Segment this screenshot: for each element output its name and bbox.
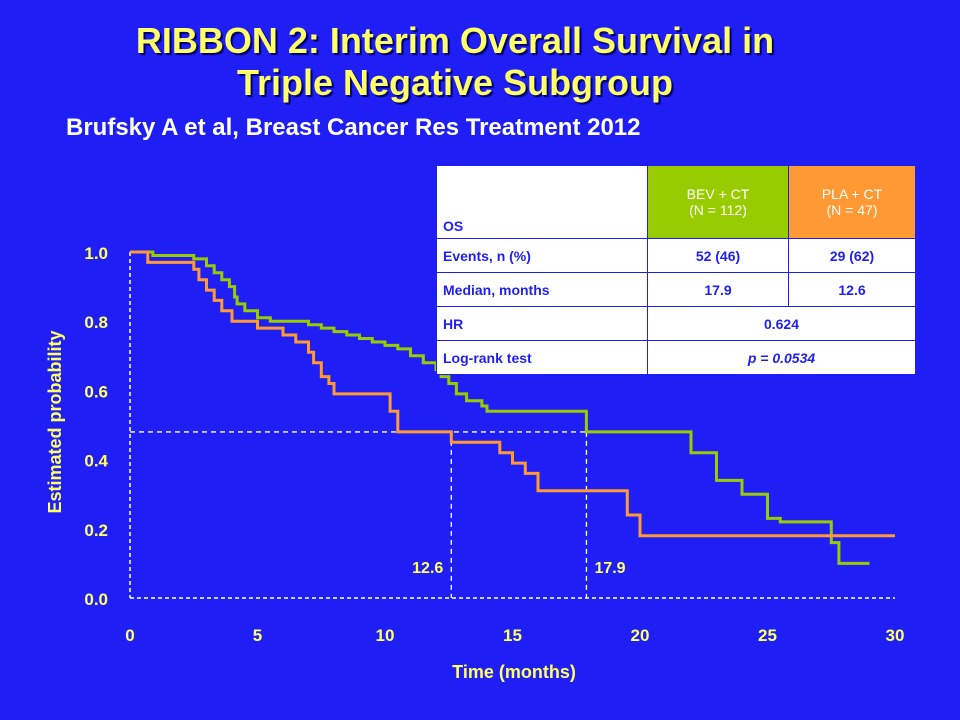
header-pla-name: PLA + CT xyxy=(821,186,883,202)
row-bev-value: 52 (46) xyxy=(647,238,789,273)
row-merged-value: 0.624 xyxy=(647,306,916,341)
table-header-row: OS BEV + CT (N = 112) PLA + CT (N = 47) xyxy=(436,165,916,239)
row-label: HR xyxy=(436,306,648,341)
y-tick-label: 0.0 xyxy=(84,590,108,609)
row-merged-value: p = 0.0534 xyxy=(647,340,916,375)
row-pla-value: 12.6 xyxy=(788,272,916,307)
table-row: HR 0.624 xyxy=(436,306,916,341)
header-pla-n: (N = 47) xyxy=(826,202,878,218)
y-tick-label: 0.6 xyxy=(84,382,108,401)
median-label: 12.6 xyxy=(412,560,443,577)
survival-curve-bev xyxy=(130,250,870,565)
header-os: OS xyxy=(436,165,648,239)
slide-title: RIBBON 2: Interim Overall Survival in Tr… xyxy=(0,20,910,104)
x-tick-label: 25 xyxy=(758,626,777,645)
row-bev-value: 17.9 xyxy=(647,272,789,307)
y-axis-title: Estimated probability xyxy=(45,330,65,513)
x-tick-label: 20 xyxy=(631,626,650,645)
table-row: Events, n (%) 52 (46) 29 (62) xyxy=(436,238,916,273)
slide-title-line2: Triple Negative Subgroup xyxy=(236,62,674,103)
y-tick-label: 0.4 xyxy=(84,452,108,471)
slide-subtitle: Brufsky A et al, Breast Cancer Res Treat… xyxy=(66,114,641,141)
row-label: Median, months xyxy=(436,272,648,307)
y-tick-label: 0.8 xyxy=(84,313,108,332)
x-tick-label: 5 xyxy=(253,626,262,645)
median-label: 17.9 xyxy=(594,560,625,577)
y-tick-label: 0.2 xyxy=(84,521,108,540)
row-pla-value: 29 (62) xyxy=(788,238,916,273)
header-bev-name: BEV + CT xyxy=(686,186,750,202)
table-row: Log-rank test p = 0.0534 xyxy=(436,340,916,375)
slide-title-line1: RIBBON 2: Interim Overall Survival in xyxy=(135,20,775,61)
x-axis-title: Time (months) xyxy=(452,662,576,682)
header-bev: BEV + CT (N = 112) xyxy=(647,165,789,239)
x-tick-label: 0 xyxy=(125,626,134,645)
os-summary-table: OS BEV + CT (N = 112) PLA + CT (N = 47) … xyxy=(436,165,916,375)
header-bev-n: (N = 112) xyxy=(689,202,747,218)
survival-curve-pla xyxy=(130,250,895,538)
header-pla: PLA + CT (N = 47) xyxy=(788,165,916,239)
x-tick-label: 30 xyxy=(886,626,905,645)
row-label: Events, n (%) xyxy=(436,238,648,273)
x-tick-label: 10 xyxy=(376,626,395,645)
table-row: Median, months 17.9 12.6 xyxy=(436,272,916,307)
row-label: Log-rank test xyxy=(436,340,648,375)
x-tick-label: 15 xyxy=(503,626,522,645)
y-tick-label: 1.0 xyxy=(84,244,108,263)
